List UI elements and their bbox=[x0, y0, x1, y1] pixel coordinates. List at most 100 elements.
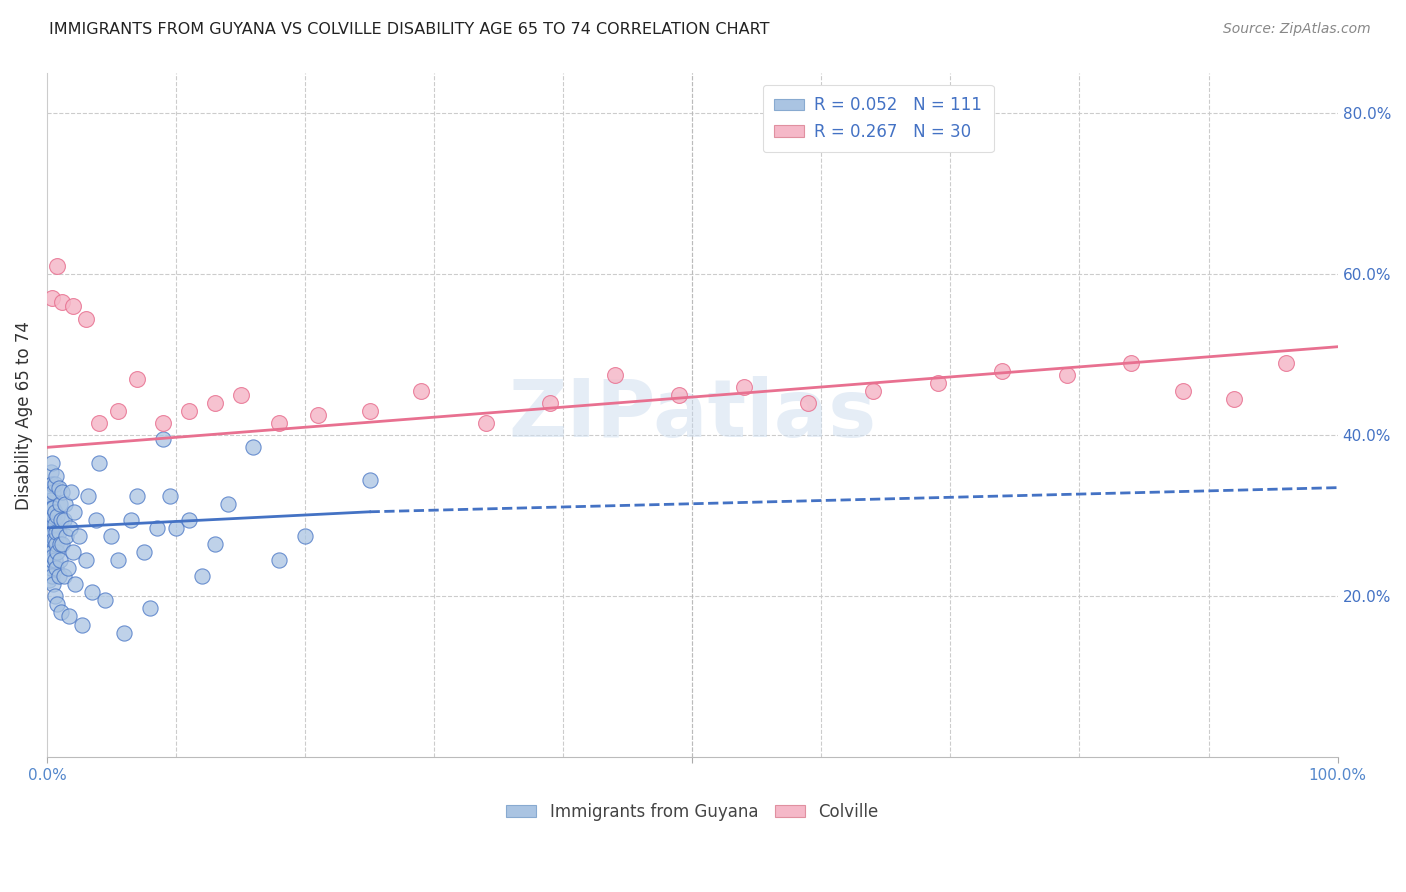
Point bbox=[107, 404, 129, 418]
Point bbox=[38, 573, 60, 587]
Point bbox=[1223, 392, 1246, 406]
Point bbox=[51, 484, 73, 499]
Point bbox=[48, 524, 70, 539]
Point bbox=[39, 465, 62, 479]
Point bbox=[60, 484, 83, 499]
Point bbox=[204, 537, 226, 551]
Point bbox=[37, 545, 59, 559]
Point bbox=[84, 513, 107, 527]
Point bbox=[42, 500, 65, 515]
Point bbox=[42, 533, 65, 547]
Point bbox=[474, 416, 496, 430]
Point bbox=[41, 516, 63, 531]
Point bbox=[37, 521, 59, 535]
Point bbox=[37, 524, 59, 539]
Point bbox=[38, 497, 60, 511]
Text: ZIPatlas: ZIPatlas bbox=[508, 376, 876, 454]
Point bbox=[229, 388, 252, 402]
Point bbox=[38, 513, 60, 527]
Point bbox=[38, 557, 60, 571]
Point bbox=[37, 500, 59, 515]
Point bbox=[152, 433, 174, 447]
Point bbox=[41, 292, 63, 306]
Point bbox=[112, 625, 135, 640]
Point bbox=[177, 404, 200, 418]
Point bbox=[45, 537, 67, 551]
Point bbox=[862, 384, 884, 398]
Point bbox=[39, 545, 62, 559]
Point bbox=[41, 529, 63, 543]
Text: IMMIGRANTS FROM GUYANA VS COLVILLE DISABILITY AGE 65 TO 74 CORRELATION CHART: IMMIGRANTS FROM GUYANA VS COLVILLE DISAB… bbox=[49, 22, 769, 37]
Point bbox=[37, 497, 59, 511]
Point bbox=[44, 516, 66, 531]
Point bbox=[45, 468, 67, 483]
Point bbox=[1171, 384, 1194, 398]
Point bbox=[52, 569, 75, 583]
Point bbox=[100, 529, 122, 543]
Point bbox=[139, 601, 162, 615]
Point bbox=[269, 416, 291, 430]
Point bbox=[41, 457, 63, 471]
Point bbox=[59, 521, 82, 535]
Point bbox=[53, 497, 76, 511]
Point bbox=[46, 545, 69, 559]
Point bbox=[127, 372, 149, 386]
Point bbox=[217, 497, 239, 511]
Point bbox=[44, 505, 66, 519]
Point bbox=[41, 553, 63, 567]
Point bbox=[75, 311, 97, 326]
Point bbox=[39, 481, 62, 495]
Point bbox=[991, 364, 1014, 378]
Point bbox=[38, 489, 60, 503]
Point bbox=[62, 545, 84, 559]
Point bbox=[42, 508, 65, 523]
Point bbox=[39, 533, 62, 547]
Point bbox=[42, 524, 65, 539]
Point bbox=[127, 489, 149, 503]
Point bbox=[49, 553, 72, 567]
Point bbox=[52, 513, 75, 527]
Point bbox=[42, 577, 65, 591]
Point bbox=[62, 300, 84, 314]
Point bbox=[46, 508, 69, 523]
Point bbox=[49, 537, 72, 551]
Point bbox=[48, 569, 70, 583]
Point bbox=[927, 376, 949, 390]
Point bbox=[94, 593, 117, 607]
Point bbox=[411, 384, 433, 398]
Point bbox=[38, 529, 60, 543]
Point bbox=[51, 537, 73, 551]
Point bbox=[242, 441, 264, 455]
Point bbox=[37, 533, 59, 547]
Point bbox=[41, 569, 63, 583]
Point bbox=[359, 473, 381, 487]
Point bbox=[44, 590, 66, 604]
Point bbox=[294, 529, 316, 543]
Point bbox=[39, 561, 62, 575]
Point bbox=[177, 513, 200, 527]
Point bbox=[159, 489, 181, 503]
Point bbox=[56, 561, 79, 575]
Point bbox=[359, 404, 381, 418]
Point bbox=[603, 368, 626, 382]
Legend: Immigrants from Guyana, Colville: Immigrants from Guyana, Colville bbox=[499, 797, 884, 828]
Point bbox=[51, 295, 73, 310]
Point bbox=[65, 577, 87, 591]
Point bbox=[269, 553, 291, 567]
Point bbox=[39, 508, 62, 523]
Point bbox=[49, 513, 72, 527]
Point bbox=[145, 521, 167, 535]
Point bbox=[39, 521, 62, 535]
Point bbox=[58, 609, 80, 624]
Point bbox=[55, 529, 77, 543]
Point bbox=[41, 500, 63, 515]
Point bbox=[38, 505, 60, 519]
Point bbox=[46, 259, 69, 273]
Point bbox=[39, 537, 62, 551]
Point bbox=[45, 561, 67, 575]
Point bbox=[44, 476, 66, 491]
Point bbox=[204, 396, 226, 410]
Point bbox=[152, 416, 174, 430]
Point bbox=[87, 457, 110, 471]
Point bbox=[75, 553, 97, 567]
